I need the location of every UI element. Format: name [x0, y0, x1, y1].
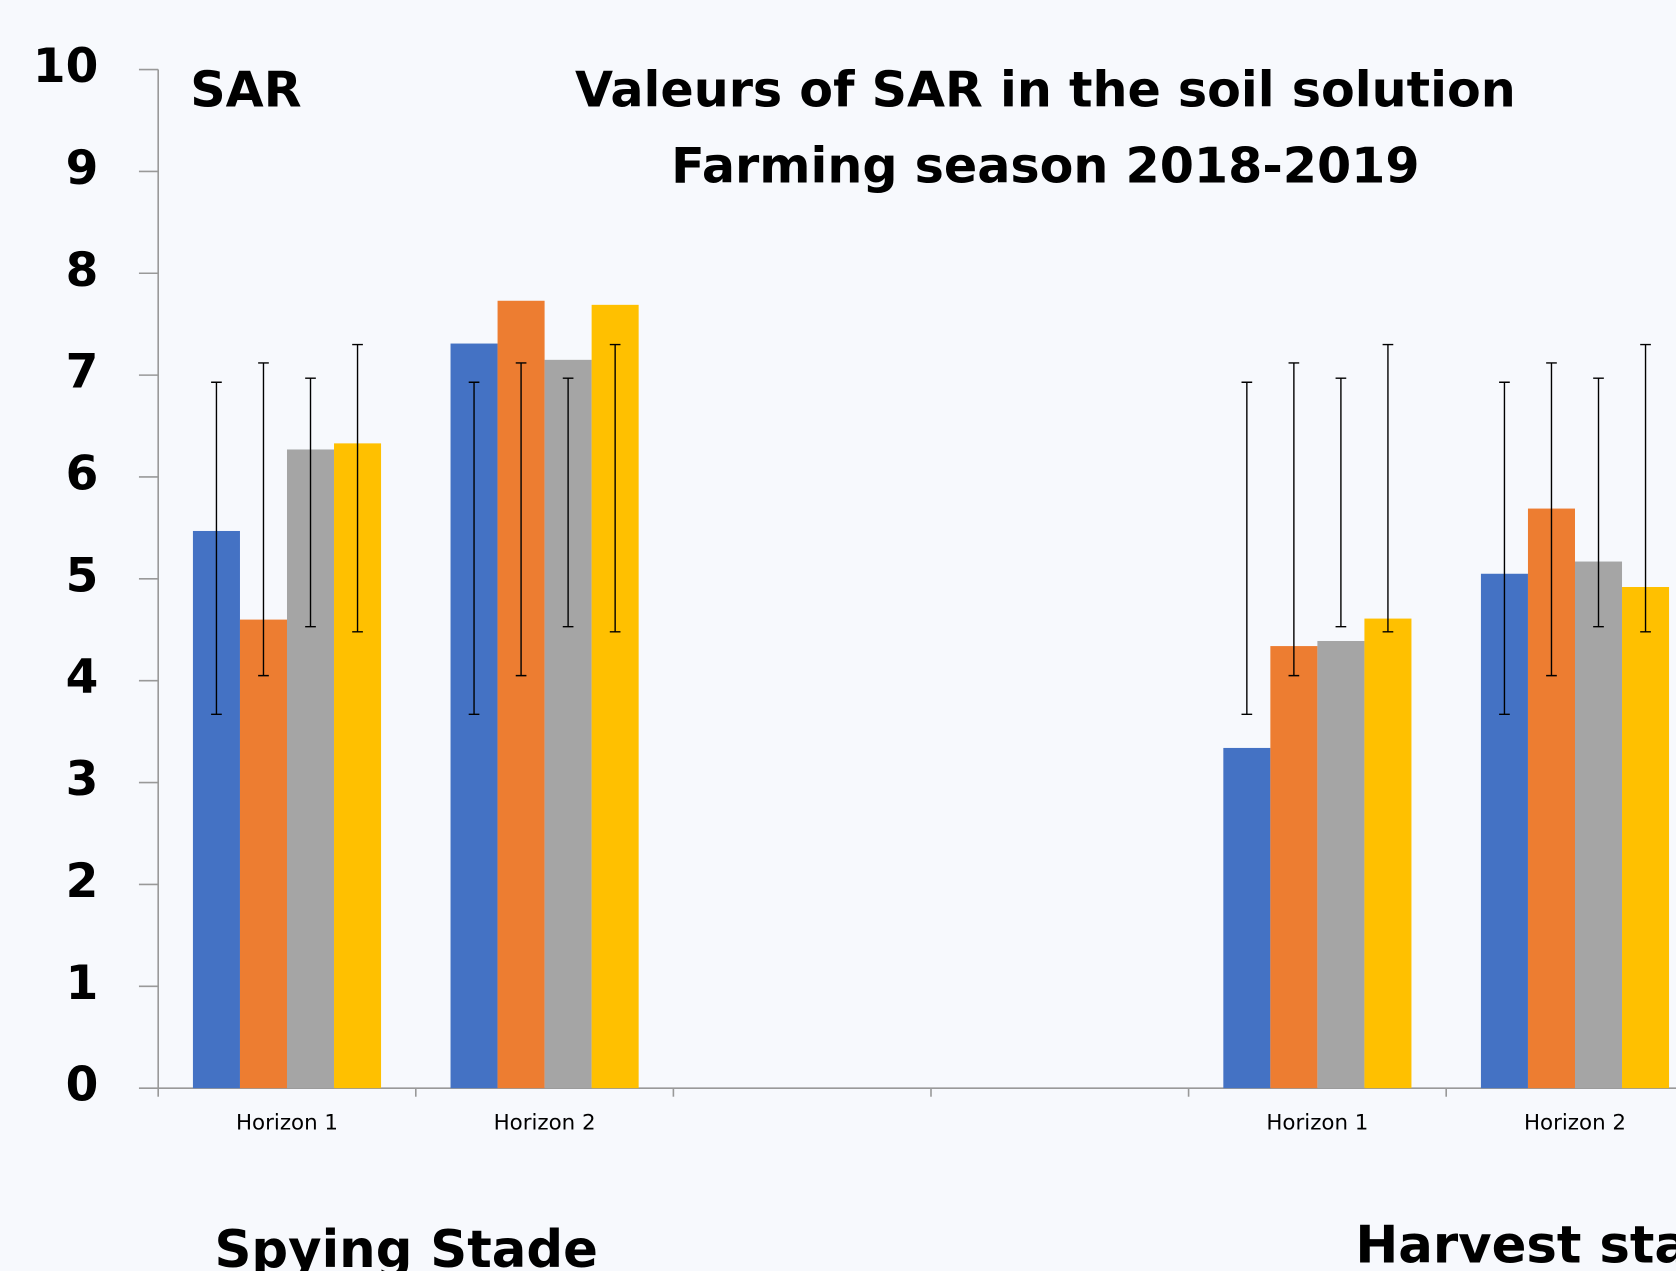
error-bar	[1335, 377, 1347, 628]
error-bar	[1640, 343, 1651, 633]
y-tick-label: 6	[66, 446, 99, 501]
error-bar	[468, 381, 480, 716]
chart-title: Valeurs of SAR in the soil solution	[575, 61, 1516, 119]
x-tick-label: Horizon 2	[1524, 1110, 1626, 1135]
y-tick-label: 3	[66, 752, 99, 807]
error-bar	[609, 343, 621, 633]
error-bar	[562, 377, 574, 628]
error-bar	[305, 377, 316, 628]
error-bar	[515, 362, 527, 677]
error-bar	[1241, 381, 1253, 716]
chart-title: Farming season 2018-2019	[671, 136, 1419, 194]
x-tick-label: Horizon 1	[236, 1110, 338, 1135]
y-tick-label: 10	[33, 39, 98, 94]
error-bar	[1593, 377, 1604, 628]
bar	[1317, 640, 1365, 1089]
error-bar	[1499, 381, 1510, 716]
group-label: Spying Stade	[214, 1220, 597, 1271]
y-tick-label: 0	[66, 1058, 99, 1113]
error-bar	[211, 381, 222, 716]
bar	[1622, 586, 1670, 1089]
error-bar	[258, 362, 269, 677]
axis-label: SAR	[190, 61, 301, 119]
bar	[1270, 646, 1318, 1089]
bar	[1574, 561, 1623, 1089]
group-label: Harvest stage	[1355, 1216, 1676, 1271]
y-tick-label: 2	[66, 854, 99, 909]
error-bar	[1288, 362, 1300, 677]
bar	[239, 619, 287, 1089]
y-tick-label: 9	[66, 141, 99, 196]
y-tick-label: 1	[66, 956, 99, 1011]
y-tick-label: 4	[66, 650, 99, 705]
y-tick-label: 7	[66, 345, 99, 400]
x-tick-label: Horizon 1	[1266, 1110, 1368, 1135]
x-tick-label: Horizon 2	[494, 1110, 596, 1135]
error-bar	[1382, 343, 1394, 633]
y-tick-label: 5	[66, 548, 99, 603]
bar	[1223, 747, 1271, 1089]
error-bar	[352, 343, 363, 633]
y-tick-label: 8	[66, 243, 99, 298]
bar	[1364, 618, 1412, 1089]
error-bar	[1546, 362, 1557, 677]
